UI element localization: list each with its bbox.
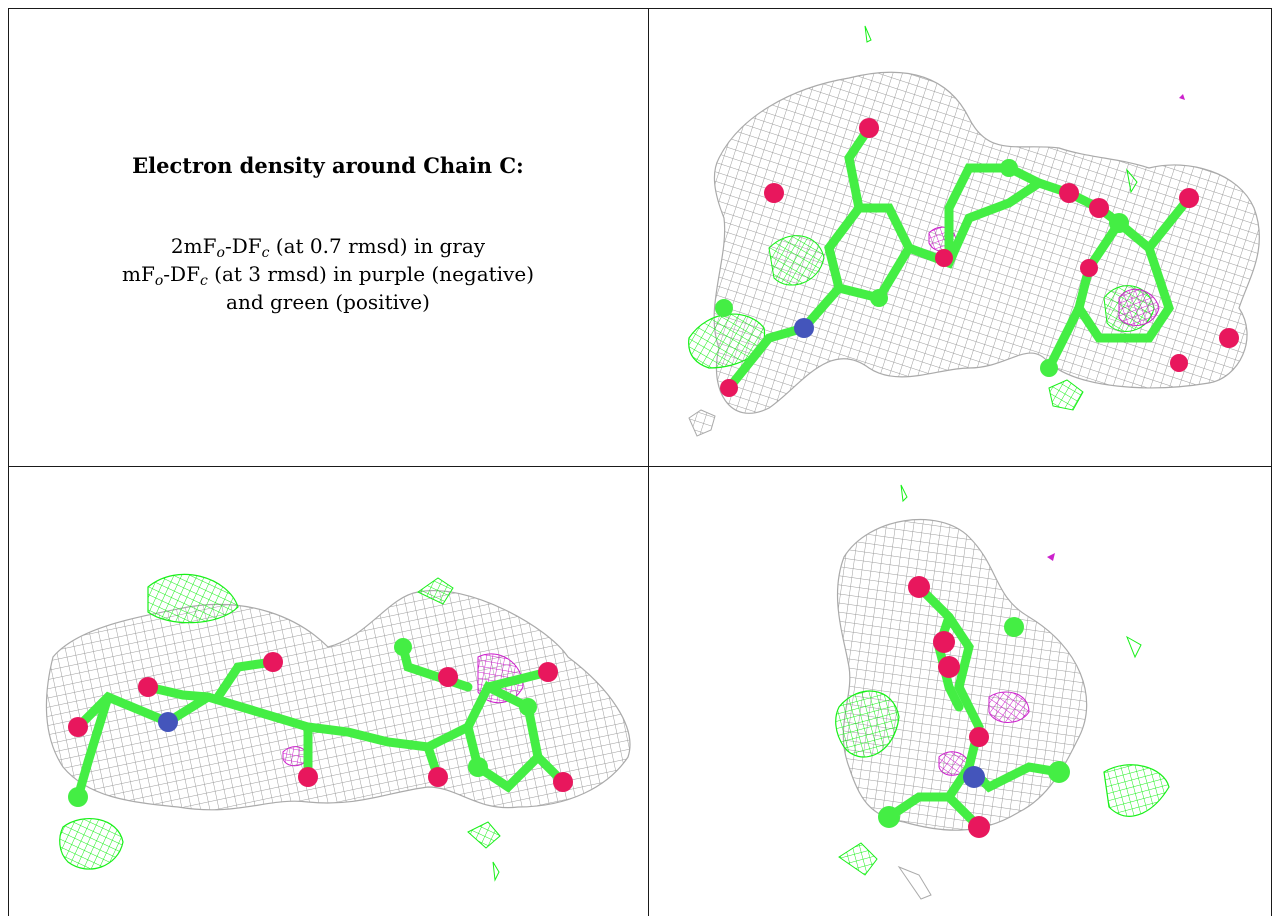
caption-cell: Electron density around Chain C: 2mFo-DF…: [8, 8, 648, 466]
molecule-atoms: [715, 118, 1239, 397]
green-mesh: [838, 842, 878, 876]
green-mesh: [1103, 764, 1170, 817]
green-mesh: [835, 690, 900, 758]
green-mesh: [900, 484, 908, 503]
green-mesh: [492, 861, 500, 882]
caption-line-2fofc: 2mFo-DFc (at 0.7 rmsd) in gray: [170, 234, 486, 261]
caption-line-fofc: mFo-DFc (at 3 rmsd) in purple (negative): [122, 262, 534, 289]
density-image-2: [45, 573, 631, 882]
density-image-1: [688, 25, 1260, 437]
purple-mesh: [1118, 288, 1160, 326]
green-mesh: [864, 25, 872, 43]
green-mesh: [147, 573, 239, 624]
table-divider-horizontal: [8, 466, 1272, 467]
caption-title: Electron density around Chain C:: [132, 153, 524, 178]
density-view-bottom-right: [649, 467, 1272, 916]
table-divider-vertical: [648, 8, 649, 916]
gray-mesh-fragment: [688, 409, 716, 437]
gray-mesh-fragment: [897, 865, 932, 900]
green-mesh: [1048, 379, 1084, 411]
density-view-bottom-left: [8, 467, 648, 916]
purple-mesh: [1179, 94, 1185, 100]
green-mesh: [467, 821, 501, 849]
green-mesh: [417, 577, 454, 605]
table-border-left: [8, 8, 9, 916]
green-mesh: [1126, 168, 1138, 194]
green-mesh: [768, 235, 825, 286]
gray-mesh: [45, 590, 631, 811]
table-border-top: [8, 8, 1272, 9]
molecule-atoms: [68, 638, 573, 807]
purple-mesh: [988, 691, 1030, 723]
molecule-bonds: [73, 642, 568, 802]
green-mesh: [59, 818, 124, 870]
density-view-top-right: [649, 8, 1272, 466]
green-mesh: [1126, 635, 1142, 659]
molecule-atoms: [878, 576, 1070, 838]
figure-table: Electron density around Chain C: 2mFo-DF…: [8, 8, 1272, 916]
table-border-right: [1271, 8, 1272, 916]
density-image-3: [835, 484, 1170, 900]
caption-line-colors: and green (positive): [226, 290, 430, 314]
purple-mesh: [1047, 553, 1055, 561]
